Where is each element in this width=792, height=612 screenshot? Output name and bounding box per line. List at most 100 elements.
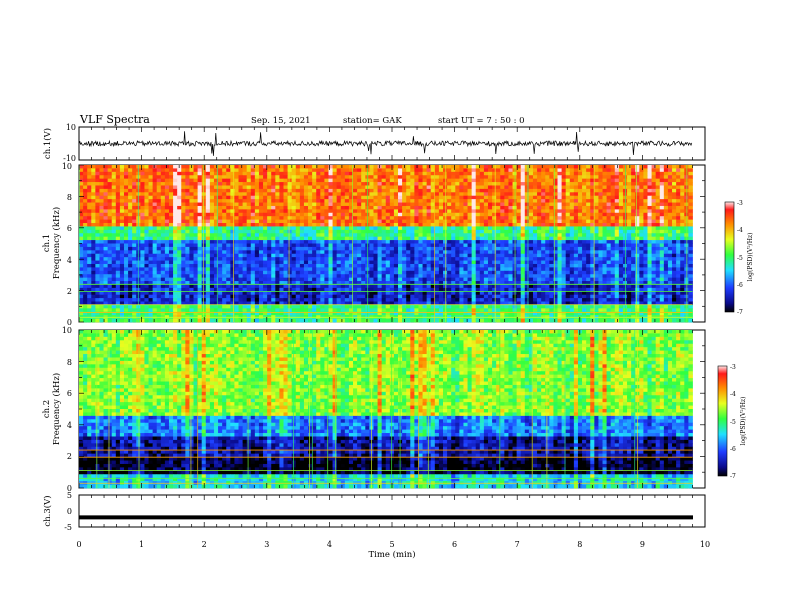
spectrogram-cell bbox=[651, 226, 657, 231]
spectrogram-cell bbox=[283, 182, 288, 186]
spectrogram-cell bbox=[99, 250, 104, 255]
spectrogram-cell bbox=[107, 246, 113, 251]
spectrogram-cell bbox=[263, 185, 268, 190]
spectrogram-cell bbox=[279, 270, 284, 275]
spectrogram-cell bbox=[201, 192, 207, 197]
spectrogram-cell bbox=[361, 165, 366, 169]
spectrogram-cell bbox=[238, 195, 243, 200]
spectrogram-cell bbox=[659, 246, 665, 251]
spectrogram-cell bbox=[602, 246, 607, 251]
spectrogram-cell bbox=[524, 188, 530, 193]
spectrogram-cell bbox=[573, 267, 579, 272]
spectrogram-cell bbox=[577, 233, 583, 238]
spectrogram-cell bbox=[496, 253, 501, 258]
spectrogram-cell bbox=[418, 260, 423, 265]
spectrogram-cell bbox=[128, 188, 133, 193]
spectrogram-cell bbox=[381, 233, 387, 238]
spectrogram-cell bbox=[422, 188, 428, 193]
spectrogram-cell bbox=[332, 185, 338, 190]
spectrogram-cell bbox=[144, 233, 149, 238]
spectrogram-cell bbox=[250, 274, 256, 279]
spectrogram-cell bbox=[103, 205, 109, 210]
spectrogram-cell bbox=[389, 185, 395, 190]
spectrogram-cell bbox=[475, 195, 481, 200]
spectrogram-cell bbox=[389, 236, 395, 241]
spectrogram-cell bbox=[189, 233, 194, 238]
spectrogram-cell bbox=[230, 212, 235, 217]
spectrogram-cell bbox=[667, 250, 673, 255]
spectrogram-cell bbox=[111, 250, 117, 255]
spectrogram-cell bbox=[520, 267, 526, 272]
spectrogram-cell bbox=[222, 236, 227, 241]
spectrogram-cell bbox=[557, 246, 562, 251]
spectrogram-cell bbox=[99, 229, 104, 234]
spectrogram-cell bbox=[618, 270, 624, 275]
spectrogram-cell bbox=[295, 202, 301, 207]
spectrogram-cell bbox=[385, 274, 391, 279]
spectrogram-cell bbox=[582, 236, 587, 241]
spectrogram-cell bbox=[594, 165, 599, 169]
spectrogram-cell bbox=[614, 240, 620, 244]
spectrogram-cell bbox=[238, 171, 243, 176]
spectrogram-cell bbox=[316, 250, 321, 255]
spectrogram-cell bbox=[487, 243, 493, 248]
spectrogram-cell bbox=[279, 246, 284, 251]
spectrogram-cell bbox=[631, 223, 636, 227]
spectrogram-cell bbox=[569, 250, 575, 255]
spectrogram-cell bbox=[557, 185, 562, 190]
spectrogram-cell bbox=[565, 270, 571, 275]
spectrogram-cell bbox=[377, 243, 383, 248]
spectrogram-cell bbox=[181, 182, 186, 186]
spectrogram-cell bbox=[230, 202, 235, 207]
spectrogram-cell bbox=[230, 182, 235, 186]
spectrogram-cell bbox=[443, 223, 448, 227]
spectrogram-cell bbox=[520, 257, 526, 261]
spectrogram-cell bbox=[213, 243, 219, 248]
spectrogram-cell bbox=[316, 257, 321, 261]
spectrogram-cell bbox=[573, 185, 579, 190]
spectrogram-cell bbox=[324, 192, 329, 197]
spectrogram-cell bbox=[528, 175, 534, 180]
spectrogram-cell bbox=[377, 195, 383, 200]
spectrogram-cell bbox=[373, 175, 378, 180]
spectrogram-cell bbox=[340, 226, 346, 231]
spectrogram-cell bbox=[643, 192, 648, 197]
spectrogram-cell bbox=[447, 246, 452, 251]
spectrogram-cell bbox=[238, 274, 243, 279]
spectrogram-cell bbox=[508, 270, 513, 275]
spectrogram-cell bbox=[250, 219, 256, 224]
spectrogram-cell bbox=[312, 195, 317, 200]
spectrogram-cell bbox=[426, 240, 432, 244]
spectrogram-cell bbox=[123, 267, 129, 272]
spectrogram-cell bbox=[254, 229, 260, 234]
spectrogram-cell bbox=[414, 229, 419, 234]
spectrogram-cell bbox=[123, 219, 129, 224]
spectrogram-cell bbox=[193, 243, 199, 248]
spectrogram-cell bbox=[336, 192, 342, 197]
spectrogram-cell bbox=[295, 195, 301, 200]
spectrogram-cell bbox=[119, 219, 125, 224]
spectrogram-cell bbox=[459, 257, 464, 261]
spectrogram-cell bbox=[238, 243, 243, 248]
spectrogram-cell bbox=[577, 171, 583, 176]
spectrogram-cell bbox=[99, 188, 104, 193]
spectrogram-cell bbox=[586, 236, 591, 241]
spectrogram-cell bbox=[267, 243, 272, 248]
spectrogram-cell bbox=[398, 185, 403, 190]
spectrogram-cell bbox=[614, 212, 620, 217]
spectrogram-cell bbox=[144, 263, 149, 268]
spectrogram-cell bbox=[582, 257, 587, 261]
spectrogram-cell bbox=[557, 182, 562, 186]
spectrogram-cell bbox=[500, 229, 505, 234]
spectrogram-cell bbox=[381, 267, 387, 272]
spectrogram-cell bbox=[639, 202, 644, 207]
spectrogram-cell bbox=[316, 274, 321, 279]
spectrogram-cell bbox=[230, 195, 235, 200]
spectrogram-cell bbox=[316, 202, 321, 207]
spectrogram-cell bbox=[353, 219, 358, 224]
spectrogram-cell bbox=[627, 192, 632, 197]
spectrogram-cell bbox=[582, 185, 587, 190]
spectrogram-cell bbox=[303, 209, 309, 214]
spectrogram-cell bbox=[635, 182, 640, 186]
spectrogram-cell bbox=[663, 233, 669, 238]
